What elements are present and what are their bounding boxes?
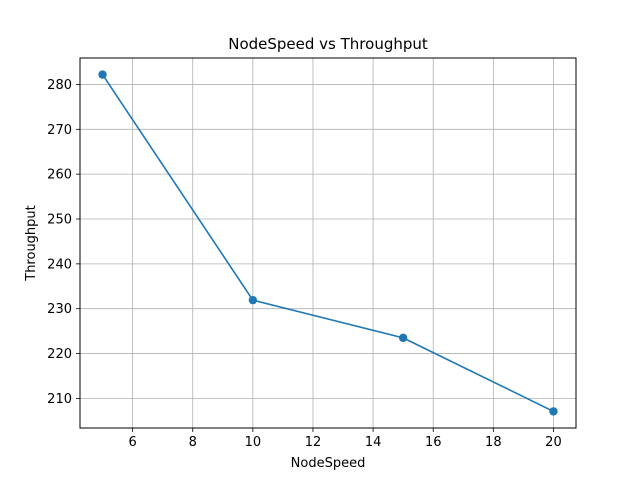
x-tick-label: 18 (485, 435, 502, 450)
gridlines (80, 58, 576, 428)
x-tick-label: 20 (545, 435, 562, 450)
y-tick-label: 240 (47, 257, 72, 272)
y-tick-label: 260 (47, 168, 72, 183)
y-tick-label: 270 (47, 123, 72, 138)
y-tick-label: 280 (47, 78, 72, 93)
x-tick-label: 12 (305, 435, 322, 450)
x-tick-label: 14 (365, 435, 382, 450)
x-tick-label: 6 (128, 435, 136, 450)
ticks: 6 8 10 12 14 16 18 20 210 220 230 240 250 260 270 280 (47, 78, 562, 450)
plot-frame (79, 57, 577, 429)
series-layer (98, 70, 558, 416)
x-tick-label: 8 (189, 435, 197, 450)
x-axis-label: NodeSpeed (291, 456, 366, 471)
data-point (248, 295, 258, 305)
y-axis-label: Throughput (24, 205, 39, 282)
y-tick-label: 250 (47, 213, 72, 228)
series-line (101, 74, 554, 413)
chart-title: NodeSpeed vs Throughput (228, 35, 428, 53)
x-tick-label: 16 (425, 435, 442, 450)
x-tick-label: 10 (245, 435, 262, 450)
data-point (549, 407, 558, 416)
y-tick-label: 210 (47, 392, 72, 407)
data-point (398, 333, 408, 343)
y-tick-label: 220 (47, 347, 72, 362)
y-tick-label: 230 (47, 302, 72, 317)
data-point (98, 70, 107, 79)
